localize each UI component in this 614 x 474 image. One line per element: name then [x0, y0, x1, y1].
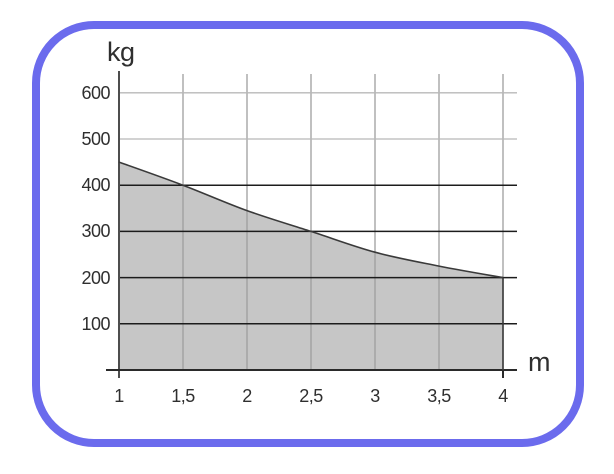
y-tick-label: 300	[81, 221, 110, 242]
x-tick-label: 2,5	[299, 386, 323, 406]
x-tick-label: 2	[242, 386, 252, 406]
y-axis-unit-label: kg	[107, 37, 135, 67]
y-tick-label: 500	[81, 129, 110, 149]
x-tick-label: 4	[498, 386, 508, 406]
y-tick-label: 100	[81, 313, 110, 334]
y-tick-label: 200	[81, 267, 110, 288]
x-axis-unit-label: m	[528, 347, 551, 377]
y-tick-label: 400	[81, 175, 110, 196]
y-tick-label: 600	[81, 82, 110, 103]
x-tick-label: 1,5	[171, 386, 195, 406]
x-tick-label: 3	[370, 386, 380, 406]
x-tick-label: 1	[114, 386, 124, 406]
capacity-curve	[118, 161, 504, 279]
x-tick-label: 3,5	[427, 386, 451, 406]
rounded-border-frame	[32, 21, 584, 447]
